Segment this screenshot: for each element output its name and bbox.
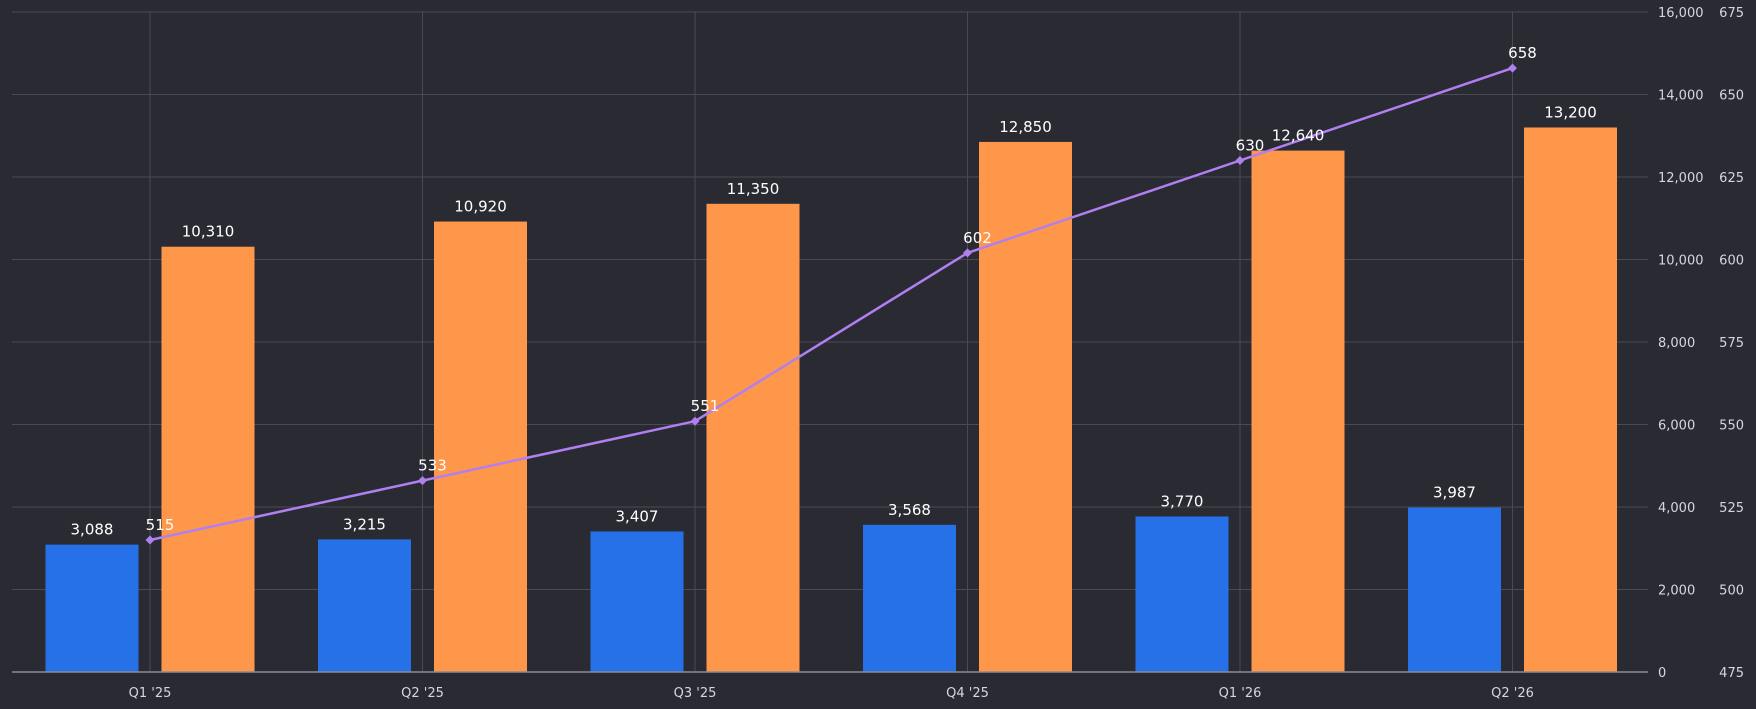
bar-blue bbox=[590, 531, 684, 672]
line-point-marker bbox=[1235, 156, 1245, 165]
line-point-marker bbox=[690, 416, 700, 426]
x-tick-label: Q2 '25 bbox=[401, 686, 444, 701]
bar-orange bbox=[161, 246, 255, 672]
bar-orange-label: 11,350 bbox=[727, 180, 780, 198]
y-left-tick-label: 14,000 bbox=[1658, 89, 1704, 104]
y-right-tick-label: 525 bbox=[1719, 501, 1744, 516]
x-tick-label: Q4 '25 bbox=[946, 686, 989, 701]
y-right-tick-label: 625 bbox=[1719, 171, 1744, 186]
bar-orange-label: 10,920 bbox=[454, 198, 507, 216]
y-left-tick-label: 8,000 bbox=[1658, 336, 1695, 351]
line-point-label: 630 bbox=[1236, 137, 1265, 155]
bar-blue-label: 3,088 bbox=[71, 521, 114, 539]
line-point-marker bbox=[1508, 63, 1517, 73]
bar-orange-label: 12,640 bbox=[1272, 127, 1325, 145]
y-left-tick-label: 10,000 bbox=[1658, 254, 1704, 269]
line-layer bbox=[145, 63, 1517, 545]
y-left-tick-label: 6,000 bbox=[1658, 419, 1695, 434]
line-point-label: 602 bbox=[963, 229, 992, 247]
line-point-label: 658 bbox=[1508, 44, 1537, 62]
bar-layer bbox=[45, 127, 1617, 673]
y-left-tick-label: 4,000 bbox=[1658, 501, 1695, 516]
x-tick-label: Q3 '25 bbox=[674, 686, 717, 701]
y-right-tick-label: 675 bbox=[1719, 6, 1744, 21]
bar-blue bbox=[45, 544, 139, 672]
line-point-marker bbox=[418, 476, 427, 486]
y-left-tick-label: 16,000 bbox=[1658, 6, 1704, 21]
y-right-tick-label: 550 bbox=[1719, 419, 1744, 434]
x-tick-label: Q2 '26 bbox=[1491, 686, 1534, 701]
bar-blue bbox=[1135, 516, 1229, 672]
bar-orange bbox=[1524, 127, 1617, 672]
x-tick-label: Q1 '25 bbox=[129, 686, 172, 701]
bar-blue-label: 3,987 bbox=[1433, 484, 1476, 502]
y-left-tick-label: 0 bbox=[1658, 666, 1666, 681]
axis-layer: 0 475 2,000 500 4,000 525 6,000 550 8,000 575 10,0… bbox=[12, 6, 1744, 701]
line-point-marker bbox=[963, 248, 972, 258]
x-tick-label: Q1 '26 bbox=[1219, 686, 1262, 701]
line-point-label: 551 bbox=[691, 397, 720, 415]
line-point-marker bbox=[145, 535, 155, 545]
y-right-tick-label: 575 bbox=[1719, 336, 1744, 351]
bar-blue bbox=[863, 524, 956, 672]
line-point-label: 533 bbox=[418, 457, 447, 475]
y-right-tick-label: 650 bbox=[1719, 89, 1744, 104]
line-series-path bbox=[149, 66, 1513, 542]
y-left-tick-label: 12,000 bbox=[1658, 171, 1704, 186]
bar-blue bbox=[318, 539, 411, 672]
bar-orange bbox=[706, 203, 800, 672]
bar-blue bbox=[1408, 507, 1501, 672]
bar-orange-label: 12,850 bbox=[999, 118, 1052, 136]
bar-orange bbox=[1251, 150, 1345, 673]
bar-orange bbox=[979, 141, 1072, 672]
y-right-tick-label: 500 bbox=[1719, 584, 1744, 599]
line-point-label: 515 bbox=[146, 516, 175, 534]
y-right-tick-label: 600 bbox=[1719, 254, 1744, 269]
bar-orange-label: 13,200 bbox=[1544, 104, 1597, 122]
bar-blue-label: 3,568 bbox=[888, 501, 931, 519]
bar-orange bbox=[434, 221, 527, 673]
bar-blue-label: 3,770 bbox=[1161, 492, 1204, 510]
grid-layer bbox=[12, 11, 1648, 672]
bar-orange-label: 10,310 bbox=[182, 223, 235, 241]
y-right-tick-label: 475 bbox=[1719, 666, 1744, 681]
y-left-tick-label: 2,000 bbox=[1658, 584, 1695, 599]
label-layer: 3,088 3,215 3,407 3,568 3,770 3,987 10,310 10,9… bbox=[71, 44, 1597, 539]
bar-blue-label: 3,407 bbox=[616, 507, 659, 525]
bar-blue-label: 3,215 bbox=[343, 515, 386, 533]
